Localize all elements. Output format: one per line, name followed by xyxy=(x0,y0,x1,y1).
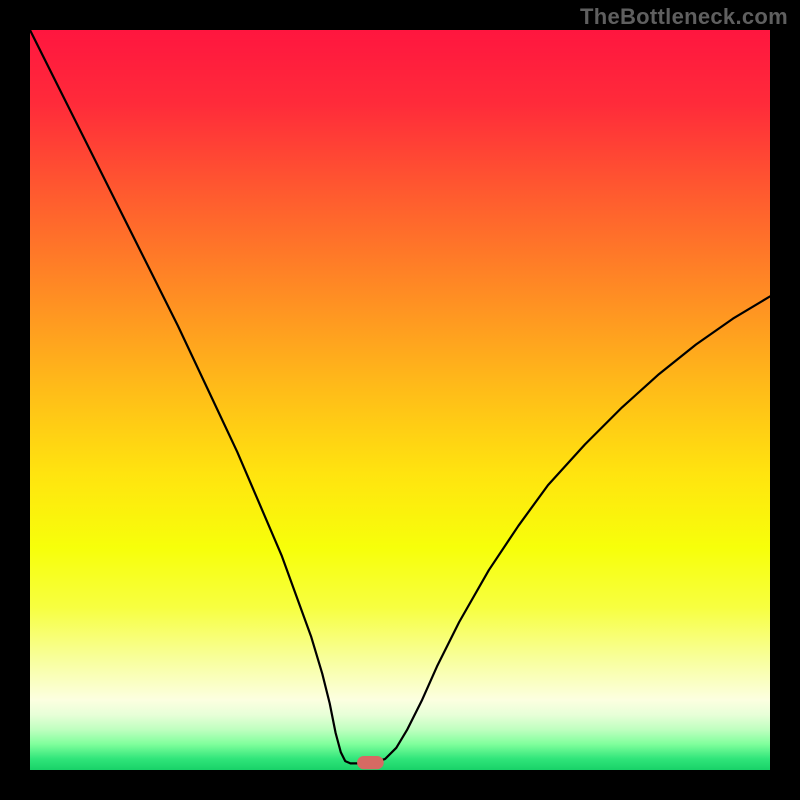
optimum-marker xyxy=(357,756,384,769)
plot-background xyxy=(30,30,770,770)
plot-area xyxy=(30,30,770,770)
watermark-text: TheBottleneck.com xyxy=(580,4,788,30)
plot-svg xyxy=(30,30,770,770)
chart-container: TheBottleneck.com xyxy=(0,0,800,800)
